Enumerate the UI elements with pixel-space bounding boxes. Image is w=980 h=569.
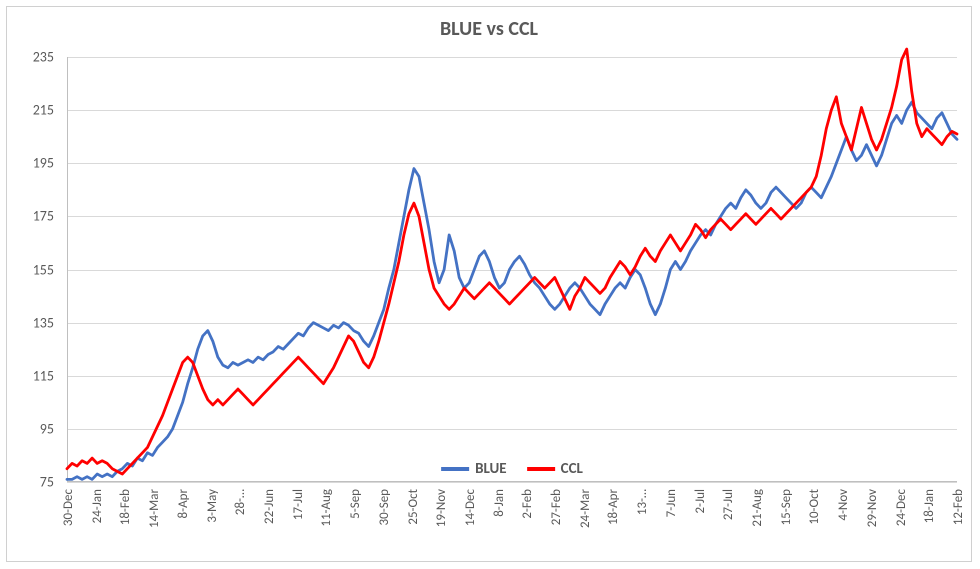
- x-tick-label: 17-Jul: [291, 489, 306, 520]
- legend-swatch-ccl: [527, 467, 555, 471]
- y-tick-label: 75: [40, 474, 54, 491]
- y-tick-label: 175: [33, 208, 54, 225]
- x-tick-label: 28-…: [233, 489, 248, 515]
- x-tick-label: 15-Sep: [779, 489, 794, 525]
- x-tick-label: 10-Oct: [807, 489, 822, 525]
- x-tick-label: 3-May: [205, 489, 220, 523]
- x-tick-label: 19-Nov: [434, 489, 449, 527]
- x-tick-label: 8-Jan: [492, 489, 507, 517]
- chart-title: BLUE vs CCL: [7, 7, 971, 41]
- x-tick-label: 7-Jun: [664, 489, 679, 517]
- x-tick-label: 14-Dec: [463, 489, 478, 526]
- chart-container: BLUE vs CCL 75 95 115 135 155 175 195 215 235 BL…: [6, 6, 972, 562]
- y-tick-label: 195: [33, 155, 54, 172]
- x-tick-label: 18-Jan: [922, 489, 937, 523]
- y-tick-label: 215: [33, 102, 54, 119]
- x-tick-label: 13-…: [635, 489, 650, 515]
- x-tick-label: 24-Mar: [578, 489, 593, 528]
- legend: BLUE CCL: [441, 460, 583, 478]
- x-tick-label: 27-Feb: [549, 489, 564, 525]
- y-axis: 7595115135155175195215235: [7, 57, 62, 482]
- x-tick-label: 12-Feb: [951, 489, 966, 525]
- x-tick-label: 24-Dec: [894, 489, 909, 526]
- x-tick-label: 29-Nov: [865, 489, 880, 527]
- x-tick-label: 8-Apr: [176, 489, 191, 518]
- legend-item-blue: BLUE: [441, 460, 507, 478]
- x-tick-label: 18-Apr: [606, 489, 621, 525]
- x-tick-label: 4-Nov: [836, 489, 851, 521]
- x-tick-label: 2-Feb: [520, 489, 535, 519]
- x-tick-label: 5-Sep: [348, 489, 363, 519]
- x-axis: 30-Dec24-Jan18-Feb14-Mar8-Apr3-May28-…22…: [67, 485, 957, 560]
- x-tick-label: 30-Sep: [377, 489, 392, 525]
- x-tick-label: 27-Jul: [721, 489, 736, 520]
- legend-label-blue: BLUE: [475, 460, 507, 478]
- x-tick-label: 14-Mar: [147, 489, 162, 528]
- gridline: [67, 482, 957, 483]
- legend-item-ccl: CCL: [527, 460, 583, 478]
- x-tick-label: 21-Aug: [750, 489, 765, 527]
- y-tick-label: 135: [33, 314, 54, 331]
- series-line-blue: [67, 102, 957, 479]
- x-tick-label: 11-Aug: [319, 489, 334, 527]
- x-tick-label: 18-Feb: [118, 489, 133, 525]
- series-line-ccl: [67, 49, 957, 474]
- y-tick-label: 235: [33, 49, 54, 66]
- y-tick-label: 115: [33, 367, 54, 384]
- x-tick-label: 25-Oct: [406, 489, 421, 525]
- y-tick-label: 95: [40, 420, 54, 437]
- x-tick-label: 22-Jun: [262, 489, 277, 524]
- plot-area: BLUE CCL: [67, 57, 957, 482]
- x-tick-label: 24-Jan: [90, 489, 105, 523]
- x-tick-label: 2-Jul: [693, 489, 708, 514]
- legend-swatch-blue: [441, 467, 469, 471]
- legend-label-ccl: CCL: [561, 460, 583, 478]
- x-tick-label: 30-Dec: [61, 489, 76, 526]
- y-tick-label: 155: [33, 261, 54, 278]
- chart-lines-svg: [67, 57, 957, 482]
